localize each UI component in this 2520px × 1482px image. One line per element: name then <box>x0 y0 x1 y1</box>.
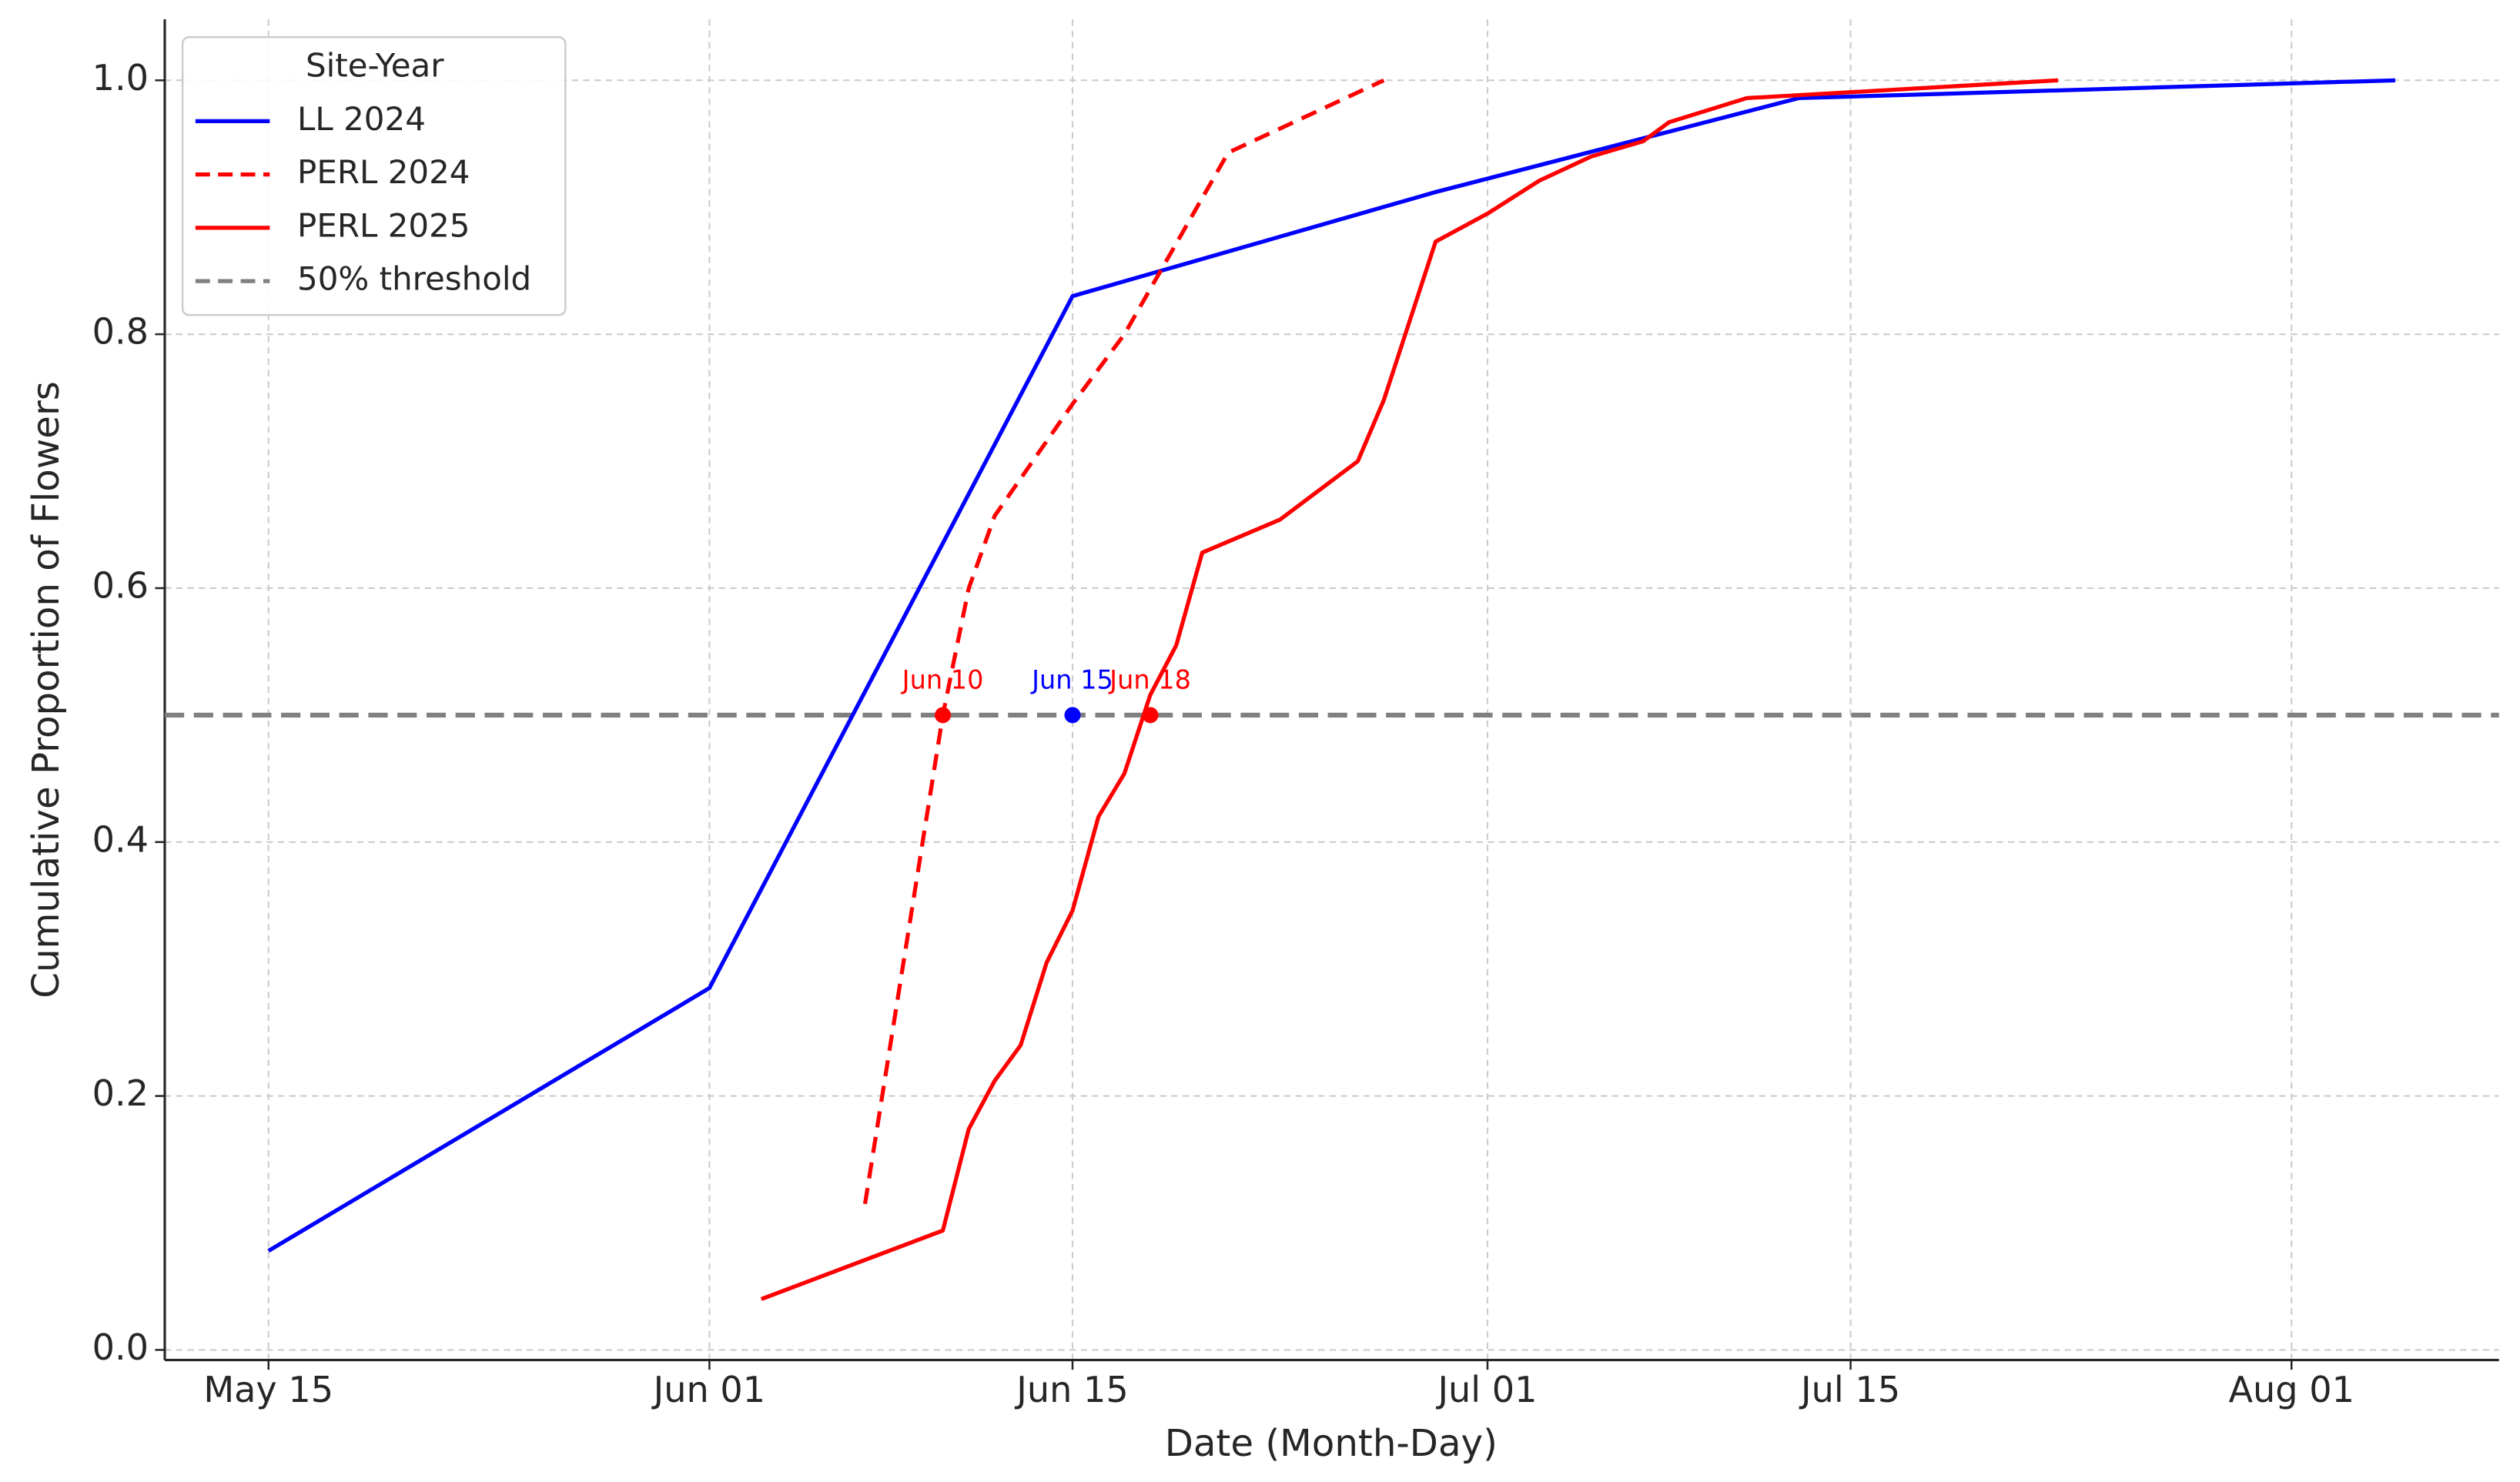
x-tick-label: Jun 15 <box>1014 1369 1128 1410</box>
x-tick-label: Jul 15 <box>1799 1369 1900 1410</box>
y-tick-label: 0.6 <box>92 564 149 606</box>
annotation-marker <box>935 707 952 724</box>
y-tick-label: 0.4 <box>92 818 149 860</box>
x-axis-label: Date (Month-Day) <box>1165 1422 1498 1465</box>
legend-label: PERL 2025 <box>297 206 470 244</box>
data-line <box>862 78 1385 1205</box>
legend-label: LL 2024 <box>297 100 426 138</box>
annotation-label: Jun 10 <box>901 664 984 694</box>
annotation-marker <box>1064 707 1081 724</box>
legend-box <box>181 36 567 316</box>
legend-label: PERL 2024 <box>297 153 470 191</box>
data-line <box>267 78 2396 1253</box>
x-tick-label: Jul 01 <box>1435 1369 1537 1410</box>
y-tick-label: 0.8 <box>92 311 149 353</box>
legend-label: 50% threshold <box>297 260 531 298</box>
y-tick-label: 0.0 <box>92 1326 149 1368</box>
y-axis-label: Cumulative Proportion of Flowers <box>25 381 68 999</box>
annotation-label: Jun 18 <box>1108 664 1191 694</box>
x-tick-label: Aug 01 <box>2228 1369 2354 1410</box>
y-tick-label: 0.2 <box>92 1072 149 1114</box>
y-tick-label: 1.0 <box>92 57 149 99</box>
annotation-marker <box>1142 707 1159 724</box>
annotation-label: Jun 15 <box>1030 664 1113 694</box>
legend-title: Site-Year <box>306 47 444 85</box>
x-tick-label: May 15 <box>203 1369 333 1410</box>
data-line <box>760 78 2059 1301</box>
x-tick-label: Jun 01 <box>651 1369 765 1410</box>
